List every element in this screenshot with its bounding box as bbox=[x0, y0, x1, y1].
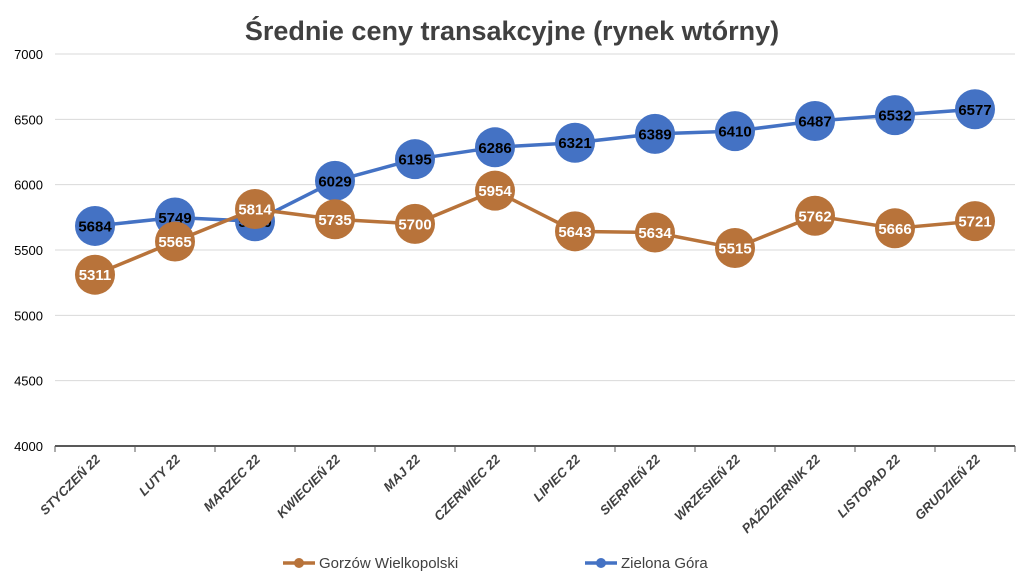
data-label: 6577 bbox=[958, 102, 991, 119]
data-label: 5814 bbox=[238, 201, 272, 218]
data-point bbox=[315, 199, 355, 240]
y-tick-label: 4500 bbox=[14, 374, 43, 389]
data-label: 5721 bbox=[958, 214, 991, 231]
y-axis: 4000 4500 5000 5500 6000 6500 7000 bbox=[14, 47, 43, 454]
x-tick-label: PAŹDZIERNIK 22 bbox=[739, 451, 824, 536]
data-label: 5634 bbox=[638, 225, 672, 242]
data-point bbox=[715, 111, 755, 152]
data-point bbox=[555, 122, 595, 163]
data-label: 6532 bbox=[878, 108, 911, 125]
legend-label: Gorzów Wielkopolski bbox=[319, 555, 458, 572]
data-point bbox=[235, 188, 275, 229]
data-label: 6286 bbox=[478, 140, 511, 157]
data-point bbox=[635, 113, 675, 154]
data-point bbox=[875, 95, 915, 136]
data-point bbox=[715, 228, 755, 269]
data-label: 6195 bbox=[398, 152, 431, 169]
chart-title: Średnie ceny transakcyjne (rynek wtórny) bbox=[245, 15, 779, 46]
x-tick-label: STYCZEŃ 22 bbox=[37, 451, 104, 518]
data-label: 6389 bbox=[638, 126, 671, 143]
x-tick-label: LUTY 22 bbox=[136, 451, 184, 499]
x-tick-label: GRUDZIEŃ 22 bbox=[912, 451, 984, 523]
data-point bbox=[475, 127, 515, 168]
data-label: 5735 bbox=[318, 212, 351, 229]
data-point bbox=[955, 89, 995, 130]
y-tick-label: 5000 bbox=[14, 308, 43, 323]
data-point bbox=[155, 221, 195, 262]
data-point bbox=[395, 139, 435, 180]
data-label: 5666 bbox=[878, 221, 911, 238]
legend-marker bbox=[596, 558, 606, 568]
data-label: 5749 bbox=[158, 210, 191, 227]
series-line bbox=[94, 107, 976, 228]
data-label: 5954 bbox=[478, 183, 512, 200]
data-point bbox=[795, 101, 835, 142]
data-label: 6029 bbox=[318, 173, 351, 190]
x-tick-label: MAJ 22 bbox=[380, 451, 423, 494]
data-label: 5762 bbox=[798, 208, 831, 225]
y-tick-label: 5500 bbox=[14, 243, 43, 258]
x-tick-label: KWIECIEŃ 22 bbox=[274, 451, 344, 521]
data-point bbox=[75, 205, 115, 246]
data-point bbox=[955, 201, 995, 242]
x-tick-label: MARZEC 22 bbox=[200, 451, 263, 514]
x-tick-label: LIPIEC 22 bbox=[530, 451, 584, 505]
data-point bbox=[475, 170, 515, 211]
series-0: 5311 5565 5814 5735 5700 5954 5643 5634 5515 5762… bbox=[75, 170, 995, 295]
x-tick-label: SIERPIEŃ 22 bbox=[597, 451, 664, 518]
legend-marker bbox=[294, 558, 304, 568]
x-axis: STYCZEŃ 22 LUTY 22 MARZEC 22 KWIECIEŃ 22 MAJ… bbox=[37, 445, 1016, 536]
legend: Gorzów Wielkopolski Zielona Góra bbox=[283, 555, 708, 572]
y-tick-label: 6500 bbox=[14, 112, 43, 127]
data-point bbox=[555, 211, 595, 252]
x-tick-label: CZERWIEC 22 bbox=[431, 451, 504, 524]
data-label: 5684 bbox=[78, 218, 112, 235]
data-label: 6487 bbox=[798, 114, 831, 131]
y-tick-label: 4000 bbox=[14, 439, 43, 454]
data-label: 6410 bbox=[718, 124, 751, 141]
data-label: 5311 bbox=[79, 267, 112, 284]
data-label: 5565 bbox=[158, 234, 191, 251]
data-label: 5643 bbox=[558, 224, 591, 241]
data-label: 5515 bbox=[718, 241, 751, 258]
data-label: 5700 bbox=[398, 216, 431, 233]
data-point bbox=[75, 254, 115, 295]
data-point bbox=[315, 160, 355, 201]
series-line bbox=[94, 188, 976, 277]
data-label: 6321 bbox=[558, 135, 591, 152]
data-point bbox=[395, 203, 435, 244]
data-point bbox=[795, 195, 835, 236]
gridlines bbox=[55, 53, 1015, 382]
data-point bbox=[875, 208, 915, 249]
legend-label: Zielona Góra bbox=[621, 555, 708, 572]
x-tick-label: WRZESIEŃ 22 bbox=[671, 451, 743, 523]
y-tick-label: 7000 bbox=[14, 47, 43, 62]
series-group: 5684574957206029619562866321638964106487… bbox=[75, 89, 995, 295]
data-point bbox=[635, 212, 675, 253]
y-tick-label: 6000 bbox=[14, 178, 43, 193]
x-tick-label: LISTOPAD 22 bbox=[834, 451, 904, 521]
